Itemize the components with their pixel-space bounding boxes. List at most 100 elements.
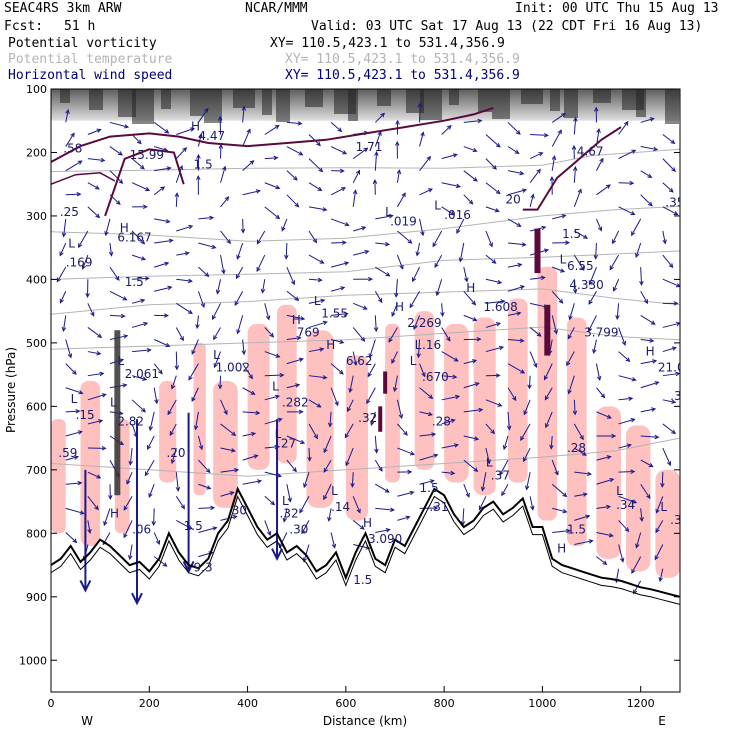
wind-vector bbox=[375, 241, 391, 247]
contour-label: .20 bbox=[166, 446, 185, 460]
wind-vector bbox=[485, 278, 503, 285]
wind-vector bbox=[65, 160, 83, 172]
wind-vector bbox=[217, 375, 223, 390]
wind-vector-shaft bbox=[573, 399, 576, 415]
wind-vector-head bbox=[148, 492, 153, 499]
wind-vector-shaft bbox=[220, 423, 236, 436]
contour-label: .59 bbox=[58, 446, 77, 460]
wind-vector-shaft bbox=[236, 242, 244, 259]
wind-vector-head bbox=[514, 149, 520, 154]
wind-vector-head bbox=[647, 201, 653, 207]
wind-vector bbox=[631, 218, 642, 237]
wind-vector-head bbox=[501, 491, 506, 497]
wind-vector-head bbox=[391, 311, 396, 317]
wind-vector-head bbox=[388, 337, 393, 343]
strat-shading-cell bbox=[492, 89, 510, 119]
wind-vector-shaft bbox=[574, 515, 590, 521]
wind-vector-shaft bbox=[286, 337, 301, 341]
contour-label: .019 bbox=[390, 214, 417, 228]
wind-vector-shaft bbox=[352, 351, 357, 366]
wind-vector-shaft bbox=[394, 375, 398, 392]
wind-vector bbox=[368, 339, 376, 359]
wind-vector bbox=[85, 279, 90, 298]
wind-vector bbox=[153, 186, 166, 196]
wind-vector-shaft bbox=[596, 387, 605, 398]
wind-vector-head bbox=[260, 288, 266, 294]
wind-vector-head bbox=[307, 456, 312, 462]
wind-vector-head bbox=[635, 252, 640, 259]
field-name-pv: Potential vorticity bbox=[8, 36, 157, 51]
wind-vector-head bbox=[139, 164, 145, 170]
wind-vector-head bbox=[478, 505, 483, 511]
wind-vector-shaft bbox=[242, 106, 245, 123]
wind-vector bbox=[396, 254, 404, 270]
wind-vector bbox=[618, 544, 625, 563]
wind-vector bbox=[61, 218, 67, 238]
wind-vector-shaft bbox=[374, 152, 378, 171]
wind-vector-shaft bbox=[463, 435, 479, 440]
wind-vector bbox=[485, 447, 491, 465]
wind-vector bbox=[397, 192, 406, 208]
wind-vector-head bbox=[96, 474, 102, 479]
wind-vector-shaft bbox=[441, 154, 457, 160]
wind-vector bbox=[529, 168, 541, 184]
pv-blob bbox=[383, 371, 388, 394]
wind-vector bbox=[574, 514, 591, 521]
pv-blob bbox=[534, 228, 541, 274]
wind-vector-shaft bbox=[507, 189, 527, 196]
wind-vector-shaft bbox=[545, 411, 553, 428]
wind-vector-shaft bbox=[588, 291, 597, 305]
wind-vector-head bbox=[401, 192, 406, 198]
pv-contour bbox=[51, 172, 116, 185]
wind-vector bbox=[126, 471, 133, 485]
wind-vector-shaft bbox=[551, 290, 564, 304]
wind-vector-head bbox=[495, 322, 502, 327]
wind-vector bbox=[286, 409, 304, 415]
wind-vector-head bbox=[170, 384, 176, 390]
wind-vector-shaft bbox=[328, 508, 332, 521]
wind-vector-head bbox=[147, 445, 152, 451]
wind-vector bbox=[529, 496, 535, 511]
wind-vector-head bbox=[368, 353, 373, 359]
wind-vector bbox=[330, 532, 337, 549]
wind-vector-shaft bbox=[308, 448, 311, 461]
wind-vector-shaft bbox=[65, 482, 82, 485]
wind-vector-shaft bbox=[87, 206, 100, 218]
wind-vector-head bbox=[198, 133, 203, 139]
contour-label: .32 bbox=[280, 506, 299, 520]
contour-label: H bbox=[191, 119, 200, 133]
wind-vector-head bbox=[474, 382, 480, 387]
wind-vector bbox=[566, 351, 575, 367]
wind-vector bbox=[153, 339, 171, 347]
wind-vector-head bbox=[586, 471, 592, 476]
wind-vector-head bbox=[490, 429, 495, 435]
wind-vector-shaft bbox=[278, 532, 288, 548]
wind-vector-shaft bbox=[220, 254, 225, 274]
wind-vector bbox=[419, 363, 426, 378]
wind-vector-shaft bbox=[655, 520, 664, 533]
wind-vector bbox=[552, 240, 570, 245]
wind-vector-head bbox=[631, 377, 637, 382]
wind-vector-shaft bbox=[242, 387, 255, 395]
wind-vector-shaft bbox=[349, 375, 354, 393]
contour-label: L bbox=[71, 392, 78, 406]
wind-vector bbox=[485, 230, 493, 248]
wind-vector-shaft bbox=[65, 431, 82, 437]
wind-vector-shaft bbox=[463, 194, 473, 205]
wind-vector-shaft bbox=[301, 520, 310, 534]
wind-vector-shaft bbox=[485, 230, 493, 247]
wind-vector bbox=[167, 399, 177, 416]
wind-vector-head bbox=[530, 505, 535, 511]
wind-vector-head bbox=[413, 324, 418, 331]
wind-vector-head bbox=[495, 189, 501, 195]
wind-vector-head bbox=[312, 238, 318, 244]
wind-vector-shaft bbox=[171, 447, 177, 464]
wind-vector bbox=[463, 170, 478, 182]
wind-vector-head bbox=[549, 176, 555, 181]
wind-vector-shaft bbox=[419, 218, 424, 236]
humidity-shading bbox=[306, 330, 334, 508]
wind-vector bbox=[242, 454, 259, 461]
wind-vector-head bbox=[472, 359, 478, 364]
wind-vector-shaft bbox=[264, 303, 270, 320]
wind-vector bbox=[109, 170, 124, 184]
